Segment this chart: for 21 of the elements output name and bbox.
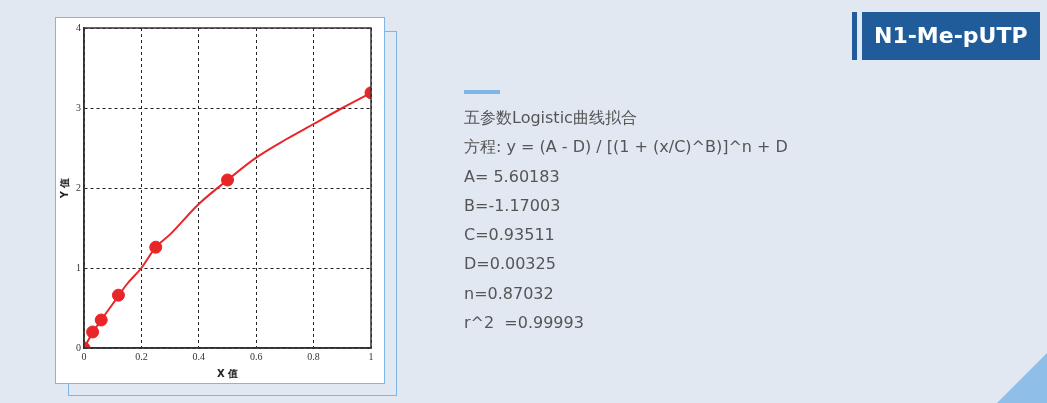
text: B=-1.17003	[464, 194, 562, 217]
y-axis-title: Y 值	[58, 177, 70, 200]
y-tick-label: 4	[76, 21, 81, 33]
y-tick-label: 0	[76, 341, 81, 353]
text: C=0.93511	[464, 224, 556, 247]
text: A= 5.60183	[464, 165, 561, 188]
text: D=0.00325	[464, 253, 557, 276]
text: r^2 =0.99993	[464, 312, 585, 335]
text: 五参数Logistic曲线拟合	[464, 107, 638, 129]
x-axis-title: X 值	[216, 367, 239, 379]
text: N1-Me-pUTP	[862, 12, 1040, 60]
y-tick-label: 2	[76, 181, 81, 193]
x-tick-label: 0.2	[135, 350, 148, 362]
y-tick-label: 3	[76, 101, 81, 113]
y-tick-label: 1	[76, 261, 81, 273]
text: n=0.87032	[464, 282, 555, 305]
x-tick-label: 0.4	[192, 350, 206, 362]
x-tick-label: 1	[368, 350, 374, 362]
x-tick-label: 0.8	[307, 350, 320, 362]
x-tick-label: 0.6	[249, 350, 263, 362]
text: 方程: y = (A - D) / [(1 + (x/C)^B)]^n + D	[464, 136, 788, 159]
